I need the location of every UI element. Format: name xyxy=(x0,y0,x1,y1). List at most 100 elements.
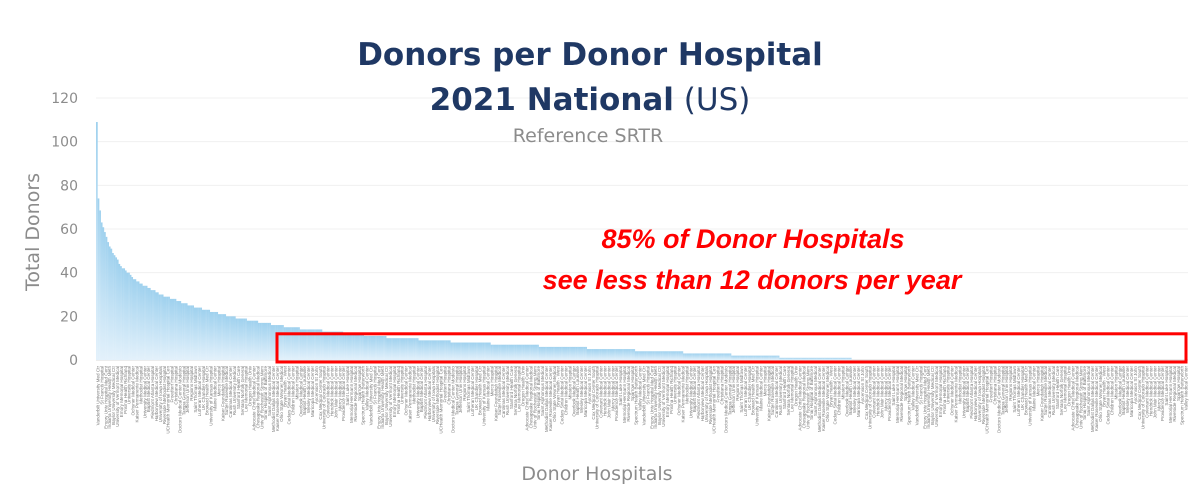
x-tick-label: University of Kansas Hospital xyxy=(209,366,214,426)
x-tick-label: Children Medical Center xyxy=(1110,366,1115,416)
bar xyxy=(270,325,273,360)
bar xyxy=(466,342,469,360)
x-tick-label: Baylor University Medical Ctr xyxy=(111,366,116,425)
x-tick-label: Kaiser Roseville Medical Center xyxy=(1094,366,1099,432)
x-tick-label: Maricopa Medical Center xyxy=(1129,366,1134,418)
x-tick-label: Riverside Methodist Hospital xyxy=(981,366,986,424)
x-tick-label: Saint Thomas Midtown xyxy=(739,366,744,413)
x-tick-label: Bryan Health - West xyxy=(556,365,561,407)
x-tick-label: Emory Memorial Hospital xyxy=(938,366,943,417)
x-tick-label: Harborview Medical Center xyxy=(154,366,159,422)
bar xyxy=(99,210,101,360)
bar xyxy=(468,342,470,360)
chart-title-line2-bold: 2021 National xyxy=(430,82,674,118)
x-tick-label: Tampa General Hospital xyxy=(1000,366,1005,415)
bar xyxy=(809,357,812,360)
x-tick-label: Froedtert Hospital xyxy=(989,366,994,403)
bar xyxy=(575,346,578,360)
bar xyxy=(155,292,158,360)
bar xyxy=(480,342,483,360)
bar xyxy=(415,338,417,360)
x-tick-label: Prisma Health Richland xyxy=(942,366,947,414)
bar xyxy=(359,333,361,360)
bar xyxy=(189,305,191,360)
bar xyxy=(668,351,671,360)
bar xyxy=(410,338,413,360)
bar xyxy=(662,351,664,360)
bar xyxy=(258,322,260,360)
bar xyxy=(708,353,711,360)
bar xyxy=(766,355,769,360)
bar xyxy=(118,263,121,360)
bar xyxy=(330,331,332,360)
bar xyxy=(824,357,826,360)
bar xyxy=(310,329,313,360)
x-tick-label: Indiana University Health Meth xyxy=(926,366,931,429)
bar xyxy=(598,349,600,360)
bar xyxy=(565,346,568,360)
bar xyxy=(208,309,211,360)
bar xyxy=(641,351,644,360)
y-tick-label: 120 xyxy=(51,91,78,107)
x-tick-label: Kaiser Roseville Medical Center xyxy=(548,366,553,432)
bar xyxy=(367,335,369,360)
bar xyxy=(181,303,183,360)
bar xyxy=(203,309,206,360)
bar xyxy=(532,344,535,360)
bar xyxy=(362,333,365,360)
bar xyxy=(413,338,416,360)
bar xyxy=(335,331,337,360)
bar xyxy=(689,353,692,360)
bar xyxy=(302,329,305,360)
x-tick-label: Sinai Hospital of Baltimore xyxy=(809,366,814,420)
x-tick-label: Ochsner Medical Center xyxy=(131,366,136,416)
x-tick-label: Regions Hospital xyxy=(735,366,740,401)
bar xyxy=(837,357,839,360)
bar xyxy=(601,349,604,360)
bar xyxy=(177,301,180,360)
bar xyxy=(484,342,486,360)
bar xyxy=(793,357,796,360)
bar xyxy=(166,296,169,360)
bar xyxy=(514,344,517,360)
x-tick-label: Chesapeake Regional Medical xyxy=(1074,366,1079,428)
bar xyxy=(107,242,109,360)
bar xyxy=(116,259,119,360)
x-tick-label: Mercy Medical Center xyxy=(1156,366,1161,411)
bar xyxy=(171,298,174,360)
bar xyxy=(602,349,605,360)
bar xyxy=(463,342,466,360)
x-tick-label: Emory Memorial Hospital xyxy=(119,366,124,417)
x-tick-label: Wesley Medical Center xyxy=(579,366,584,414)
x-tick-label: Ascension St John xyxy=(314,366,319,404)
bar xyxy=(567,346,570,360)
bar xyxy=(527,344,530,360)
x-tick-label: Mercy Hospital xyxy=(762,366,767,396)
bar xyxy=(241,318,244,360)
bar xyxy=(522,344,525,360)
x-tick-label: St Francis Hospital xyxy=(99,366,104,405)
x-tick-label: Saint Luke Hospital xyxy=(891,366,896,406)
bar xyxy=(673,351,676,360)
bar xyxy=(306,329,308,360)
bar xyxy=(508,344,510,360)
x-tick-label: University of Kansas Hospital xyxy=(755,366,760,426)
x-tick-label: Cedars Sinai Medical Center xyxy=(287,366,292,425)
x-tick-label: Rush University Medical xyxy=(1051,366,1056,415)
bar xyxy=(472,342,475,360)
bar xyxy=(525,344,528,360)
bar xyxy=(570,346,573,360)
x-tick-label: University of Vermont Medical xyxy=(934,366,939,427)
x-tick-label: Ochsner Medical Center xyxy=(950,366,955,416)
bar xyxy=(407,338,409,360)
bar xyxy=(251,320,254,360)
bar xyxy=(687,353,690,360)
bar xyxy=(322,331,324,360)
x-tick-label: Univ of Rochester Strong Mem xyxy=(259,366,264,429)
x-tick-label: Emory Univ Hospital Med Cent xyxy=(922,365,927,429)
x-tick-label: Mercy Medical Center xyxy=(337,366,342,411)
x-tick-label: Froedtert Hospital xyxy=(443,366,448,403)
bar xyxy=(426,340,429,360)
x-tick-label: Saint Alphonsus Medical xyxy=(813,366,818,416)
bar xyxy=(638,351,640,360)
